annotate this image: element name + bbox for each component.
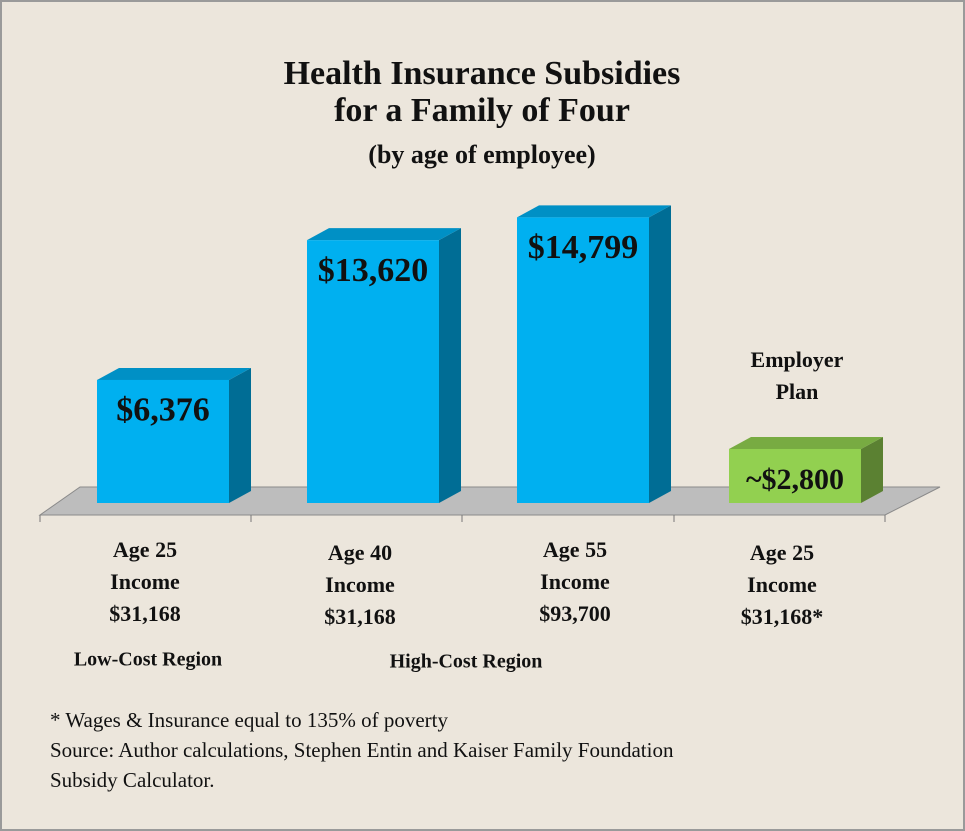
bar	[97, 379, 229, 503]
x-tick-label: Income	[747, 572, 817, 597]
x-tick-label: $93,700	[539, 601, 611, 626]
bar-top	[307, 228, 461, 241]
bar-top	[517, 205, 671, 218]
x-tick-label: Income	[540, 569, 610, 594]
data-label: $14,799	[528, 229, 639, 266]
footnote: Source: Author calculations, Stephen Ent…	[50, 738, 674, 762]
bar	[307, 240, 439, 503]
annotation: Employer	[751, 347, 844, 372]
bar-side	[861, 436, 883, 503]
x-tick-label: Age 25	[750, 540, 814, 565]
floor	[38, 486, 941, 516]
chart-title: Health Insurance Subsidies	[284, 55, 681, 92]
x-tick-label: Income	[110, 569, 180, 594]
bar-side	[229, 367, 251, 503]
region-label: Low-Cost Region	[74, 649, 222, 671]
x-tick-label: $31,168*	[741, 604, 824, 629]
chart-subtitle: (by age of employee)	[368, 140, 595, 169]
chart-title: for a Family of Four	[334, 92, 630, 129]
annotation: Plan	[776, 379, 819, 404]
data-label: $13,620	[318, 252, 429, 289]
data-label: $6,376	[116, 392, 210, 429]
axis-ticks	[39, 515, 886, 522]
footnote: * Wages & Insurance equal to 135% of pov…	[50, 708, 448, 732]
x-tick-label: $31,168	[324, 604, 396, 629]
footnote: Subsidy Calculator.	[50, 768, 215, 792]
x-tick-label: Income	[325, 572, 395, 597]
region-label: High-Cost Region	[390, 651, 543, 673]
bar-top	[97, 367, 251, 380]
bar-side	[649, 205, 671, 503]
x-tick-label: Age 25	[113, 537, 177, 562]
x-tick-label: Age 40	[328, 540, 392, 565]
x-tick-label: Age 55	[543, 537, 607, 562]
data-label: ~$2,800	[746, 463, 844, 496]
bar-side	[439, 228, 461, 503]
bar	[729, 448, 861, 503]
bar-top	[729, 436, 883, 449]
x-tick-label: $31,168	[109, 601, 181, 626]
bar	[517, 217, 649, 503]
